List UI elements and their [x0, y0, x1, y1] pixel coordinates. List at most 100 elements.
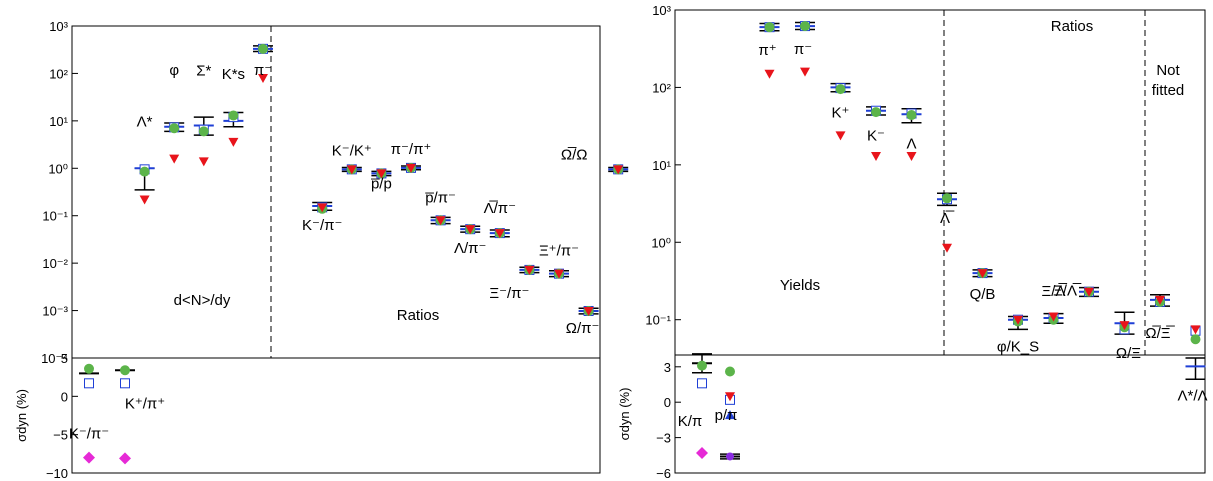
- model-triangle: [346, 165, 357, 175]
- point-label: Λ*/Λ: [1177, 387, 1207, 404]
- point-label: φ/K_S: [997, 339, 1039, 356]
- left-chart-panel: 10³ 10² 10¹ 10⁰ 10⁻¹ 10⁻² 10⁻³ 10⁻⁴ d<N>/dy Ratio…: [14, 19, 629, 481]
- y-tick-label: 10⁻²: [42, 256, 68, 271]
- section-label: Yields: [780, 277, 820, 294]
- model-diamond: [696, 446, 708, 459]
- model-triangle-up: [725, 410, 735, 420]
- point-label: K⁻/K⁺: [332, 142, 372, 159]
- model-triangle: [1190, 325, 1201, 335]
- point-label: K/π: [678, 413, 703, 430]
- model-diamond: [83, 451, 95, 464]
- point-label: Ω̅/Ω: [561, 146, 588, 163]
- point-label: Ω/π⁻: [566, 320, 600, 337]
- model-circle: [764, 22, 775, 33]
- model-triangle: [942, 243, 952, 253]
- point-label: K⁺: [832, 104, 850, 121]
- right-chart-panel: 10³ 10² 10¹ 10⁰ 10⁻¹ Yields Ratios Not fitted π⁺ π…: [617, 3, 1208, 481]
- model-triangle: [524, 265, 535, 275]
- y-tick-label: 0: [664, 395, 671, 410]
- model-triangle: [554, 269, 564, 279]
- model-triangle: [1119, 321, 1130, 331]
- model-circle: [942, 193, 952, 204]
- model-diamond: [119, 452, 131, 465]
- point-label: Ξ̅/Λ̅: [1053, 283, 1082, 300]
- point-label: K⁻: [867, 128, 885, 145]
- model-circle: [169, 123, 180, 134]
- model-triangle: [1013, 315, 1023, 325]
- point-label: Ω/Ξ: [1116, 345, 1141, 362]
- point-label: K⁺/π⁺: [125, 396, 165, 413]
- left-frame: [71, 25, 601, 474]
- y-tick-label: 10¹: [49, 114, 68, 129]
- y-tick-label: 10⁻³: [42, 304, 68, 319]
- section-label: Not fitted: [1152, 62, 1185, 99]
- point-label: π⁻: [794, 41, 812, 58]
- model-circle: [258, 43, 268, 54]
- model-triangle: [139, 195, 150, 205]
- model-triangle: [376, 169, 387, 179]
- model-triangle: [494, 229, 505, 239]
- model-triangle: [169, 154, 180, 164]
- point-label: p̅/π⁻: [425, 189, 456, 206]
- model-square: [697, 378, 707, 389]
- y-tick-label: 0: [61, 389, 68, 404]
- y-axis-label: σdyn (%): [14, 389, 29, 442]
- y-tick-label: 10⁰: [651, 235, 671, 250]
- model-circle: [120, 365, 130, 376]
- y-tick-label: 10⁻¹: [42, 209, 68, 224]
- model-triangle: [764, 69, 775, 79]
- y-axis-label: σdyn (%): [617, 388, 632, 441]
- y-tick-label: 10³: [652, 3, 671, 18]
- model-circle: [228, 110, 239, 121]
- model-triangle: [906, 152, 917, 162]
- model-circle: [906, 110, 917, 121]
- y-tick-label: 5: [61, 351, 68, 366]
- y-tick-label: −5: [53, 428, 68, 443]
- model-triangle: [1155, 295, 1165, 305]
- model-circle: [1190, 334, 1201, 345]
- point-label: Ξ⁺/π⁻: [539, 243, 579, 260]
- point-label: Λ̅: [940, 210, 955, 227]
- point-label: Λ*: [137, 113, 153, 130]
- point-label: Λ/π⁻: [454, 240, 486, 257]
- y-tick-label: 10¹: [652, 158, 671, 173]
- point-label: Σ*: [196, 62, 211, 79]
- section-label: Ratios: [397, 307, 440, 324]
- point-label: Q/B: [970, 286, 996, 303]
- point-label: φ: [169, 62, 179, 79]
- model-circle: [835, 84, 846, 95]
- model-triangle: [465, 225, 476, 235]
- right-frame: [674, 9, 1206, 474]
- point-label: K*s: [222, 66, 245, 83]
- y-tick-label: 10³: [49, 19, 68, 34]
- model-triangle: [613, 165, 624, 175]
- model-square: [84, 378, 94, 389]
- model-triangle: [800, 67, 810, 77]
- y-tick-label: 10²: [652, 80, 671, 95]
- model-triangle: [435, 216, 446, 226]
- point-label: K⁻/π⁻: [302, 217, 342, 234]
- point-label: π⁺: [758, 42, 776, 59]
- model-triangle: [583, 306, 594, 316]
- model-circle: [139, 166, 150, 177]
- point-label: p/π: [715, 407, 738, 424]
- point-label: Ξ/Λ: [1042, 283, 1066, 300]
- model-triangle: [1048, 312, 1059, 322]
- y-tick-label: −10: [46, 466, 68, 481]
- point-label: Ω̅/Ξ̅: [1145, 325, 1175, 342]
- model-triangle: [725, 392, 735, 402]
- y-tick-label: 10²: [49, 66, 68, 81]
- model-triangle: [258, 74, 268, 84]
- model-triangle: [406, 163, 416, 173]
- model-circle: [198, 126, 209, 137]
- y-tick-label: 10⁰: [48, 161, 68, 176]
- model-triangle: [198, 157, 209, 167]
- y-tick-label: −3: [656, 431, 671, 446]
- point-label: Λ̅/π⁻: [484, 200, 516, 217]
- model-triangle: [835, 131, 846, 141]
- model-circle: [697, 360, 707, 371]
- point-label: Λ: [906, 135, 916, 152]
- model-triangle: [1084, 287, 1094, 297]
- model-triangle: [228, 137, 239, 147]
